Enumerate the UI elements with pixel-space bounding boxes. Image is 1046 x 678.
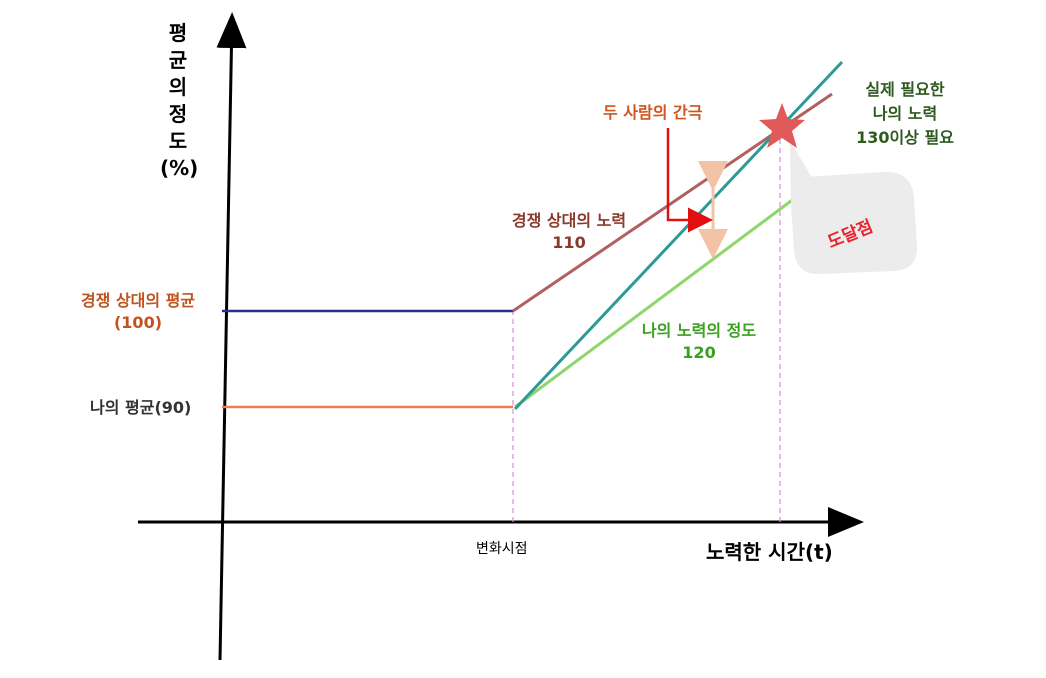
opponent-average-label: 경쟁 상대의 평균 (100) <box>80 291 196 332</box>
arrival-star-icon <box>759 103 805 148</box>
gap-pointer-arrow <box>666 128 713 233</box>
my-effort-line <box>514 190 804 409</box>
change-point-label: 변화시점 <box>476 541 528 557</box>
y-axis <box>216 12 247 661</box>
my-effort-label: 나의 노력의 정도 120 <box>641 321 757 362</box>
my-average-label: 나의 평균(90) <box>90 398 192 417</box>
required-effort-label: 실제 필요한 나의 노력 130이상 필요 <box>856 80 954 147</box>
opponent-effort-label: 경쟁 상대의 노력 110 <box>511 211 627 252</box>
y-axis-title: 평 균 의 정 도 (%) <box>160 21 199 180</box>
gap-label: 두 사람의 간극 <box>603 103 703 122</box>
x-axis-title: 노력한 시간(t) <box>706 540 833 564</box>
arrival-callout-bubble <box>790 140 918 275</box>
